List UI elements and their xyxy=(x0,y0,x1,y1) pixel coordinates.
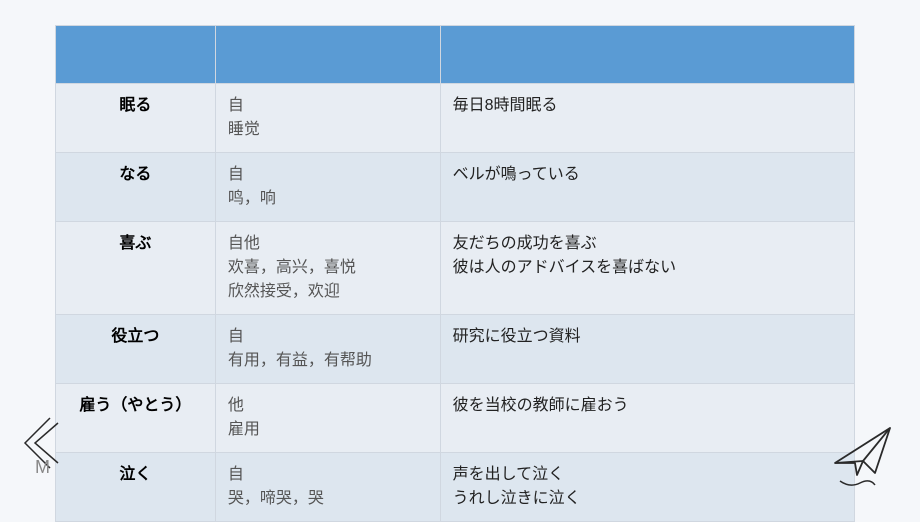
paper-plane-icon xyxy=(825,413,905,493)
header-col-1 xyxy=(56,26,216,84)
cell-example: 声を出して泣くうれし泣きに泣く xyxy=(440,453,854,522)
vocab-table: 眠る 自睡觉 毎日8時間眠る なる 自鸣，响 ベルが鳴っている 喜ぶ 自他欢喜，… xyxy=(55,25,855,522)
cell-example: 彼を当校の教師に雇おう xyxy=(440,384,854,453)
cell-meaning: 自哭，啼哭，哭 xyxy=(215,453,440,522)
table-row: 喜ぶ 自他欢喜，高兴，喜悦欣然接受，欢迎 友だちの成功を喜ぶ彼は人のアドバイスを… xyxy=(56,222,855,315)
table-row: 雇う（やとう） 他雇用 彼を当校の教師に雇おう xyxy=(56,384,855,453)
cell-word: 眠る xyxy=(56,84,216,153)
table-row: 眠る 自睡觉 毎日8時間眠る xyxy=(56,84,855,153)
cell-meaning: 他雇用 xyxy=(215,384,440,453)
table-row: なる 自鸣，响 ベルが鳴っている xyxy=(56,153,855,222)
cell-word: 役立つ xyxy=(56,315,216,384)
cell-example: 毎日8時間眠る xyxy=(440,84,854,153)
cell-meaning: 自他欢喜，高兴，喜悦欣然接受，欢迎 xyxy=(215,222,440,315)
cell-word: 雇う（やとう） xyxy=(56,384,216,453)
cell-meaning: 自有用，有益，有帮助 xyxy=(215,315,440,384)
header-col-2 xyxy=(215,26,440,84)
cell-word: 泣く xyxy=(56,453,216,522)
cell-example: 友だちの成功を喜ぶ彼は人のアドバイスを喜ばない xyxy=(440,222,854,315)
cell-word: なる xyxy=(56,153,216,222)
paper-plane-decoration xyxy=(825,413,905,493)
table-header xyxy=(56,26,855,84)
m-letter: M xyxy=(35,457,50,478)
vocab-table-container: 眠る 自睡觉 毎日8時間眠る なる 自鸣，响 ベルが鳴っている 喜ぶ 自他欢喜，… xyxy=(55,25,855,522)
cell-example: ベルが鳴っている xyxy=(440,153,854,222)
cell-meaning: 自睡觉 xyxy=(215,84,440,153)
cell-example: 研究に役立つ資料 xyxy=(440,315,854,384)
cell-word: 喜ぶ xyxy=(56,222,216,315)
cell-meaning: 自鸣，响 xyxy=(215,153,440,222)
table-row: 泣く 自哭，啼哭，哭 声を出して泣くうれし泣きに泣く xyxy=(56,453,855,522)
table-row: 役立つ 自有用，有益，有帮助 研究に役立つ資料 xyxy=(56,315,855,384)
table-body: 眠る 自睡觉 毎日8時間眠る なる 自鸣，响 ベルが鳴っている 喜ぶ 自他欢喜，… xyxy=(56,84,855,522)
header-col-3 xyxy=(440,26,854,84)
